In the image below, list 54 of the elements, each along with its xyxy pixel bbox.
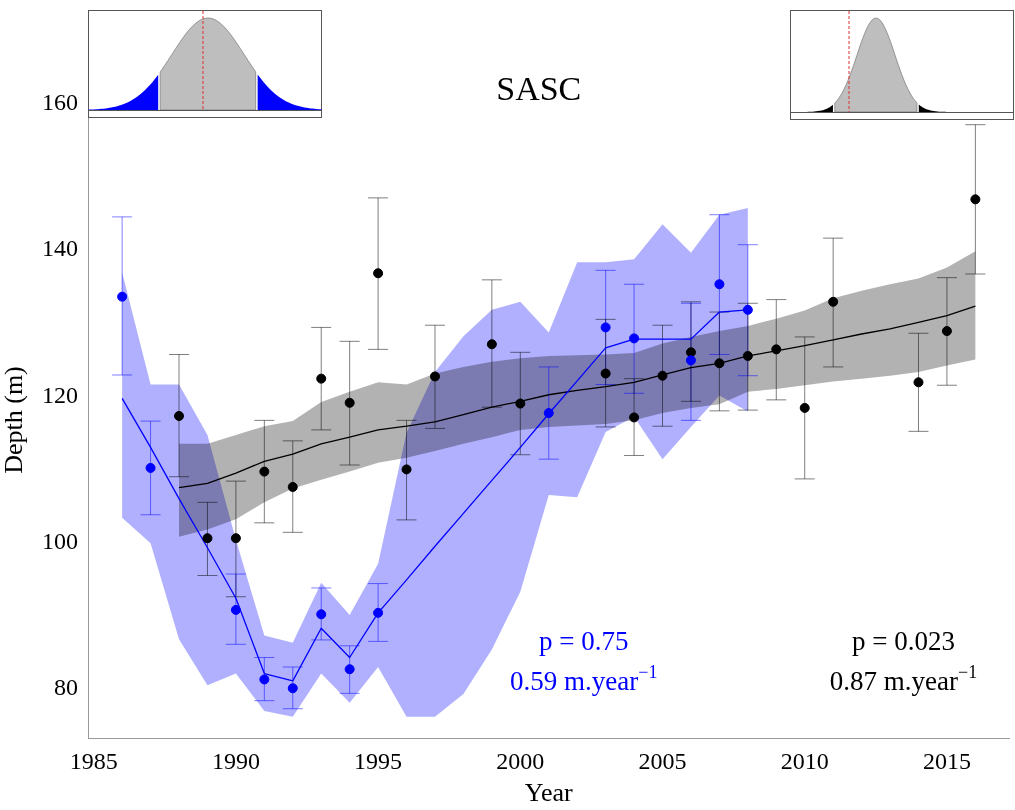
- point: [486, 339, 497, 350]
- x-tick-label: 2015: [922, 747, 971, 774]
- point: [316, 609, 327, 620]
- point: [543, 408, 554, 419]
- point: [230, 533, 241, 544]
- point: [941, 326, 952, 337]
- point: [174, 410, 185, 421]
- point: [629, 333, 640, 344]
- annotation: p = 0.023: [852, 626, 956, 656]
- point: [287, 481, 298, 492]
- x-tick-label: 2010: [780, 747, 829, 774]
- point: [145, 462, 156, 473]
- x-tick-label: 1990: [211, 747, 260, 774]
- point: [515, 398, 526, 409]
- point: [600, 368, 611, 379]
- y-tick-label: 140: [42, 235, 78, 262]
- point: [344, 397, 355, 408]
- point: [429, 371, 440, 382]
- point: [913, 377, 924, 388]
- y-tick-label: 80: [54, 674, 78, 701]
- chart-title: SASC: [496, 70, 582, 107]
- point: [714, 279, 725, 290]
- point: [685, 355, 696, 366]
- point: [259, 674, 270, 685]
- point: [742, 350, 753, 361]
- point: [202, 533, 213, 544]
- point: [117, 291, 128, 302]
- point: [316, 373, 327, 384]
- point: [230, 604, 241, 615]
- point: [287, 683, 298, 694]
- x-axis-title: Year: [524, 778, 574, 808]
- point: [828, 296, 839, 307]
- point: [657, 370, 668, 381]
- point: [259, 466, 270, 477]
- y-tick-label: 120: [42, 381, 78, 408]
- point: [373, 607, 384, 618]
- annotation: p = 0.75: [539, 626, 629, 656]
- point: [970, 194, 981, 205]
- x-tick-label: 1985: [69, 747, 118, 774]
- y-tick-label: 100: [42, 527, 78, 554]
- y-tick-label: 160: [42, 88, 78, 115]
- point: [344, 664, 355, 675]
- point: [401, 464, 412, 475]
- point: [373, 268, 384, 279]
- x-tick-label: 2005: [638, 747, 687, 774]
- x-tick-label: 1995: [354, 747, 403, 774]
- point: [629, 412, 640, 423]
- point: [799, 402, 810, 413]
- point: [742, 304, 753, 315]
- point: [714, 358, 725, 369]
- x-tick-label: 2000: [496, 747, 545, 774]
- y-axis-title: Depth (m): [0, 366, 29, 474]
- point: [600, 322, 611, 333]
- point: [771, 344, 782, 355]
